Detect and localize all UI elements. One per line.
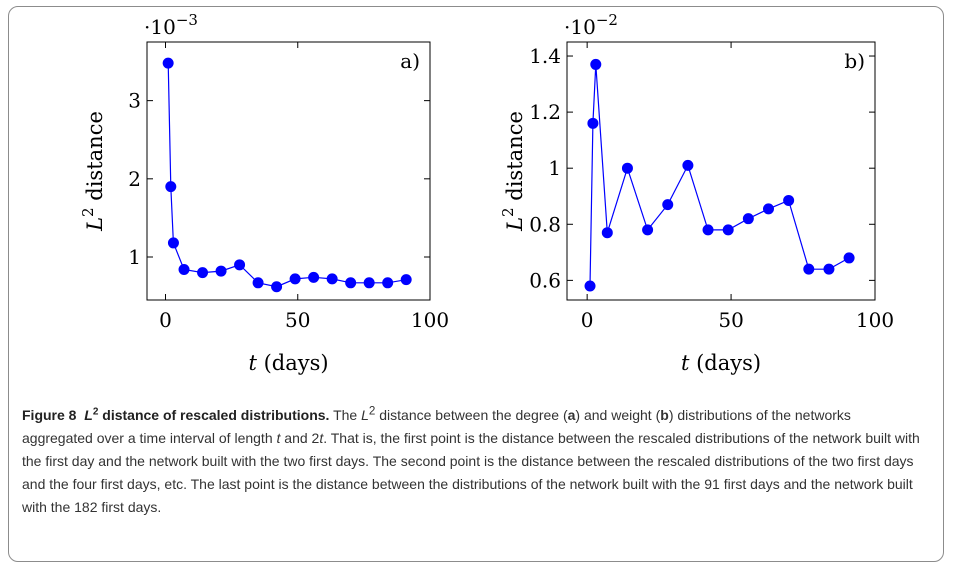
data-point <box>178 264 190 276</box>
data-point <box>363 277 375 289</box>
x-tick-label: 0 <box>581 308 594 332</box>
data-point <box>215 265 227 277</box>
data-point <box>584 280 596 292</box>
data-point <box>165 181 177 193</box>
x-axis-label: t (days) <box>681 351 761 375</box>
data-point <box>742 213 754 225</box>
data-point <box>162 57 174 69</box>
data-point <box>252 277 264 289</box>
panel-label: a) <box>400 49 420 73</box>
data-point <box>783 194 795 206</box>
data-point <box>843 252 855 264</box>
x-tick-label: 50 <box>718 308 743 332</box>
data-point <box>308 271 320 283</box>
y-axis-label: L2 distance <box>499 111 527 232</box>
series-line <box>167 63 407 288</box>
x-tick-label: 100 <box>856 308 894 332</box>
panel-a: 0 50 100 1 2 3 ·10−3 a) t (days) L2 distance <box>79 11 449 375</box>
y-tick-label: 1 <box>548 156 561 180</box>
y-tick-label: 1.4 <box>529 44 561 68</box>
y-scale-factor: ·10−3 <box>144 11 198 39</box>
x-tick-label: 100 <box>411 308 449 332</box>
data-point <box>642 224 654 236</box>
figure-caption: Figure 8 L2 distance of rescaled distrib… <box>22 399 922 519</box>
y-axis-label: L2 distance <box>79 111 107 232</box>
y-tick-label: 2 <box>128 167 141 191</box>
data-point <box>762 203 774 215</box>
y-tick-label: 3 <box>128 89 141 113</box>
plot-frame <box>146 41 431 301</box>
data-point <box>167 237 179 249</box>
panel-label: b) <box>844 49 865 73</box>
data-point <box>682 159 694 171</box>
y-tick-label: 0.6 <box>529 268 561 292</box>
caption-body: The L2 distance between the degree (a) a… <box>22 404 920 515</box>
data-point <box>271 281 283 293</box>
data-point <box>621 162 633 174</box>
data-point <box>345 277 357 289</box>
y-tick-label: 0.8 <box>529 212 561 236</box>
data-point <box>289 273 301 285</box>
plot-frame <box>566 41 876 301</box>
figure-charts: 0 50 100 1 2 3 ·10−3 a) t (days) L2 distance 0 50 1… <box>79 11 894 375</box>
y-tick-label: 1 <box>128 245 141 269</box>
data-point <box>400 274 412 286</box>
x-tick-label: 0 <box>159 308 172 332</box>
data-point <box>601 227 613 239</box>
data-point <box>197 267 209 279</box>
data-point <box>382 277 394 289</box>
figure-frame <box>8 6 944 562</box>
x-tick-label: 50 <box>285 308 310 332</box>
x-axis-label: t (days) <box>248 351 328 375</box>
data-point <box>662 199 674 211</box>
y-tick-label: 1.2 <box>529 100 561 124</box>
data-point <box>803 263 815 275</box>
data-point <box>590 58 602 70</box>
caption-title: Figure 8 L2 distance of rescaled distrib… <box>22 406 330 423</box>
data-point <box>326 273 338 285</box>
data-point <box>722 224 734 236</box>
panel-b: 0 50 100 0.6 0.8 1 1.2 1.4·10−2 b) t (days) L2 dis… <box>499 11 894 375</box>
data-point <box>234 259 246 271</box>
data-point <box>823 263 835 275</box>
data-point <box>587 117 599 129</box>
y-scale-factor: ·10−2 <box>564 11 618 39</box>
series-line <box>589 64 850 287</box>
data-point <box>702 224 714 236</box>
